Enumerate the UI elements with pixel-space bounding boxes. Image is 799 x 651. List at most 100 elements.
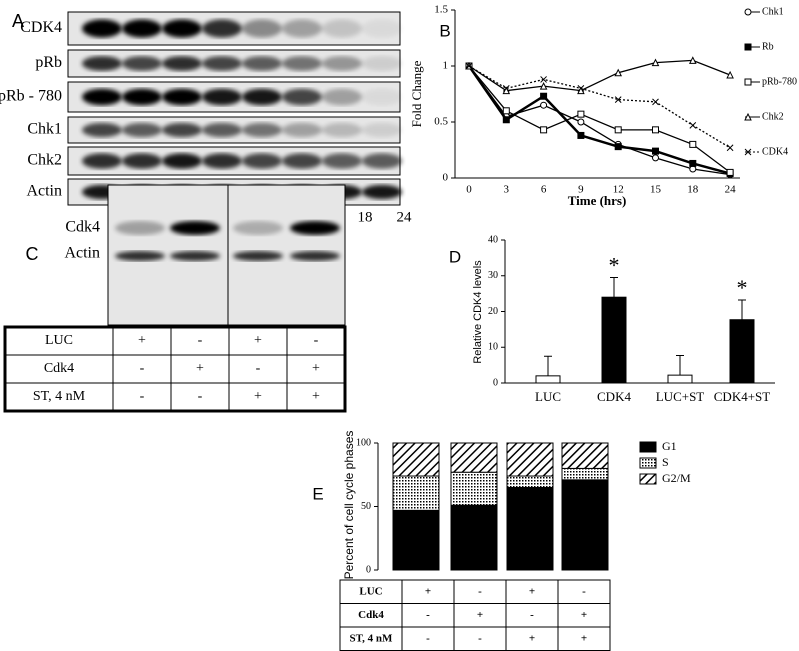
- label: -: [426, 609, 430, 621]
- label: 15: [650, 184, 662, 196]
- label: 20: [488, 306, 498, 317]
- label: +: [196, 361, 204, 376]
- label: LUC: [535, 389, 561, 404]
- band: [122, 153, 162, 169]
- band: [82, 153, 122, 169]
- band: [290, 251, 340, 261]
- marker: [577, 86, 585, 95]
- marker: [652, 126, 659, 134]
- bar: [535, 375, 561, 384]
- marker: [689, 159, 697, 167]
- band: [362, 153, 402, 169]
- line: [468, 65, 731, 149]
- marker: [502, 85, 510, 92]
- band: [115, 221, 165, 235]
- bar-segment: [392, 475, 440, 511]
- label: 0: [443, 172, 449, 184]
- bar: [667, 374, 693, 384]
- band: [242, 122, 282, 138]
- label: 24: [397, 209, 413, 225]
- marker: [744, 112, 752, 121]
- label: 1: [443, 60, 449, 72]
- band: [202, 122, 242, 138]
- legend-swatch: [639, 473, 657, 485]
- label: Chk2: [762, 111, 784, 122]
- label: G2/M: [662, 471, 691, 485]
- band: [162, 153, 202, 169]
- label: pRb - 780: [0, 88, 62, 105]
- band: [82, 19, 122, 38]
- label: *: [737, 275, 748, 300]
- band: [282, 122, 322, 138]
- band: [122, 56, 162, 71]
- label: LUC: [45, 333, 73, 348]
- band: [242, 88, 282, 106]
- table-border: [3, 325, 347, 413]
- band: [362, 184, 402, 200]
- label: Cdk4: [358, 609, 384, 621]
- band: [322, 88, 362, 106]
- label: 9: [578, 184, 584, 196]
- line: [468, 65, 731, 173]
- label: -: [582, 585, 586, 597]
- band: [162, 122, 202, 138]
- label: E: [312, 484, 323, 503]
- marker: [689, 140, 697, 148]
- label: -: [140, 361, 145, 376]
- label: +: [312, 361, 320, 376]
- label: +: [581, 632, 587, 644]
- label: 0: [466, 184, 472, 196]
- label: -: [140, 389, 145, 404]
- band: [82, 56, 122, 71]
- band: [162, 56, 202, 71]
- label: ST, 4 nM: [33, 389, 86, 404]
- label: Percent of cell cycle phases: [342, 431, 356, 580]
- label: Fold Change: [409, 60, 424, 127]
- marker: [614, 143, 622, 151]
- band: [322, 122, 362, 138]
- band: [162, 88, 202, 106]
- label: A: [12, 11, 24, 31]
- label: B: [439, 21, 450, 40]
- label: C: [26, 244, 39, 264]
- band: [322, 153, 362, 169]
- band: [122, 19, 162, 38]
- label: -: [198, 333, 203, 348]
- legend-swatch: [639, 441, 657, 453]
- band: [233, 221, 283, 235]
- bar-segment: [561, 479, 609, 571]
- band: [82, 88, 122, 106]
- band: [202, 153, 242, 169]
- label: D: [449, 247, 461, 266]
- label: -: [256, 361, 261, 376]
- label: Relative CDK4 levels: [472, 260, 484, 364]
- bar-segment: [561, 467, 609, 481]
- marker: [726, 144, 734, 152]
- band: [202, 56, 242, 71]
- marker: [614, 96, 622, 103]
- marker: [744, 78, 752, 86]
- marker: [577, 85, 585, 92]
- label: Rb: [762, 41, 774, 52]
- marker: [502, 116, 510, 124]
- band: [202, 19, 242, 38]
- bar-segment: [450, 504, 498, 571]
- label: Actin: [64, 245, 100, 262]
- marker: [726, 168, 734, 176]
- label: -: [426, 632, 430, 644]
- label: 6: [541, 184, 547, 196]
- label: 30: [488, 270, 498, 281]
- line: [468, 59, 731, 92]
- marker: [652, 147, 659, 155]
- label: CDK4: [20, 19, 62, 36]
- label: +: [581, 609, 587, 621]
- band: [82, 122, 122, 138]
- label: +: [529, 632, 535, 644]
- label: +: [254, 389, 262, 404]
- label: 18: [358, 209, 373, 225]
- label: 10: [488, 342, 498, 353]
- bar-segment: [506, 475, 554, 488]
- label: pRb-780: [762, 76, 797, 87]
- band: [282, 88, 322, 106]
